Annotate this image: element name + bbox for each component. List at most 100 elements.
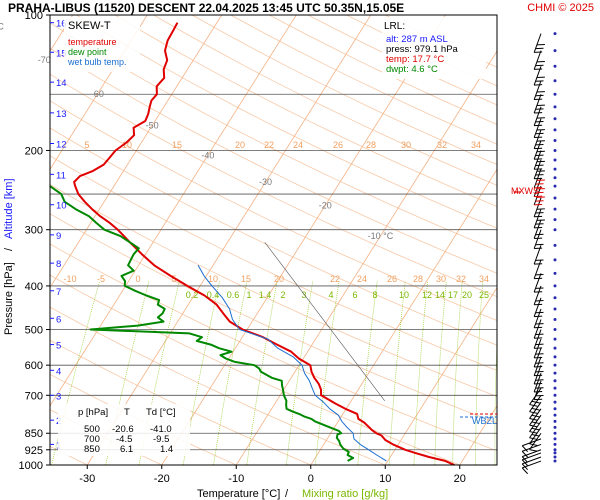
altitude-tick-label: 14 [56, 78, 67, 89]
altitude-tick-label: 5 [56, 341, 61, 352]
wind-barb [533, 148, 557, 170]
wind-barb-staff [533, 273, 542, 293]
legend-dewpoint: dew point [68, 47, 107, 57]
wind-barb-staff [533, 106, 542, 126]
theta-label: 34 [479, 274, 489, 284]
series-line-wet-bulb-temp [197, 265, 387, 462]
altitude-tick-label: 8 [56, 259, 61, 270]
theta-label: 24 [357, 274, 367, 284]
wind-barb [521, 437, 557, 452]
theta-label: 30 [401, 140, 411, 150]
dry-adiabat [50, 155, 497, 371]
wind-barb-dot [553, 425, 557, 429]
legend-box [64, 17, 140, 72]
wind-barb-dot [553, 363, 557, 367]
table-header-td: Td [°C] [146, 407, 176, 418]
wind-barb-dot [553, 148, 557, 152]
isotherm-label: -20 [319, 200, 332, 210]
wind-barb [533, 128, 557, 150]
wind-barb [533, 371, 557, 393]
wind-barb-dot [553, 49, 557, 53]
x-tick-label: 20 [454, 473, 466, 485]
x-axis-label: Temperature [°C] [197, 488, 280, 500]
theta-label: 10 [208, 274, 218, 284]
wind-barb-dot [553, 400, 557, 404]
reference-line [264, 242, 385, 401]
wind-barb-staff [533, 285, 542, 305]
altitude-tick-label: 9 [56, 231, 61, 242]
isotherm-label: -70 [38, 55, 51, 65]
wind-barb-staff [522, 449, 542, 458]
x-tick-label: -30 [79, 473, 95, 485]
wind-barb-dot [553, 296, 557, 300]
lrl-press: press: 979.1 hPa [386, 44, 459, 55]
mixing-ratio-label: 1.4 [259, 290, 272, 300]
wind-barb-dot [553, 79, 557, 83]
theta-label: 28 [366, 140, 376, 150]
mixing-ratio-label: 8 [372, 290, 377, 300]
table-row-t: -4.5 [116, 434, 132, 445]
mixing-ratio-label: 14 [435, 290, 445, 300]
wind-barb-dot [553, 64, 557, 68]
wind-barb-feather [529, 437, 538, 440]
wind-barb-dot [553, 117, 557, 121]
wind-barb-feather [529, 424, 538, 428]
mixing-ratio-label: 25 [479, 290, 489, 300]
wind-barb-staff [533, 372, 542, 393]
wind-barb [533, 218, 557, 239]
wind-barb-dot [553, 228, 557, 232]
dry-adiabat [50, 73, 497, 298]
legend-wetbulb: wet bulb temp. [67, 57, 127, 67]
altitude-tick-label: 3 [56, 391, 61, 402]
dry-adiabat [50, 306, 387, 465]
wind-barb-dot [553, 437, 557, 441]
wind-barb-dot [553, 451, 557, 455]
wind-barb [521, 448, 557, 463]
wind-barb-dot [553, 105, 557, 109]
lrl-title: LRL: [384, 21, 405, 32]
wind-barb [533, 64, 557, 86]
wind-barb [533, 271, 557, 293]
wind-barb-staff [529, 414, 542, 432]
isotherm-label: -60 [91, 89, 104, 99]
wind-barb-dot [553, 167, 557, 171]
wind-barb-dot [553, 431, 557, 435]
mixing-ratio-label: 2 [280, 290, 285, 300]
background-labels: -80 °C-70-60-50-40-30-20-10 °C-10-505101… [0, 21, 489, 300]
theta-label: 24 [293, 140, 303, 150]
wind-barb-dot [553, 393, 557, 397]
altitude-tick-label: 11 [56, 170, 66, 181]
wind-barb-dot [553, 371, 557, 375]
wind-barb [533, 138, 557, 160]
altitude-tick-label: 16 [56, 19, 67, 30]
wind-barb-dot [553, 184, 557, 188]
altitude-tick-label: 4 [56, 366, 61, 377]
mixing-ratio-line [182, 280, 220, 465]
wind-barb-staff [522, 452, 542, 461]
table-row-p: 850 [84, 444, 100, 455]
wind-barb-dot [553, 258, 557, 262]
isotherm [384, 286, 497, 465]
theta-label: 15 [241, 274, 251, 284]
wind-barb-staff [529, 421, 542, 439]
dry-adiabats [50, 15, 497, 465]
wind-barb-staff [533, 150, 542, 170]
wind-barb [533, 79, 557, 101]
wind-barb-dot [553, 243, 557, 247]
altitude-tick-label: 12 [56, 140, 67, 151]
isotherm [50, 15, 148, 171]
wind-barb-staff [533, 364, 542, 385]
altitude-tick-label: 10 [56, 201, 67, 212]
wind-barb-dot [553, 442, 557, 446]
mixing-ratio-label: 6 [352, 290, 357, 300]
theta-label: 32 [437, 140, 447, 150]
wind-barb-staff [533, 50, 542, 70]
wind-barb-feather [529, 418, 538, 421]
mixing-ratio-line [51, 280, 100, 465]
wind-barb-staff [533, 259, 542, 279]
y-axis-label: Pressure [hPa] [3, 262, 15, 335]
wind-barb-staff [533, 94, 542, 114]
wbzl-marker-label: WBZL [472, 416, 497, 426]
mixing-ratio-label: 4 [328, 290, 333, 300]
y-tick-label: 925 [25, 445, 43, 457]
